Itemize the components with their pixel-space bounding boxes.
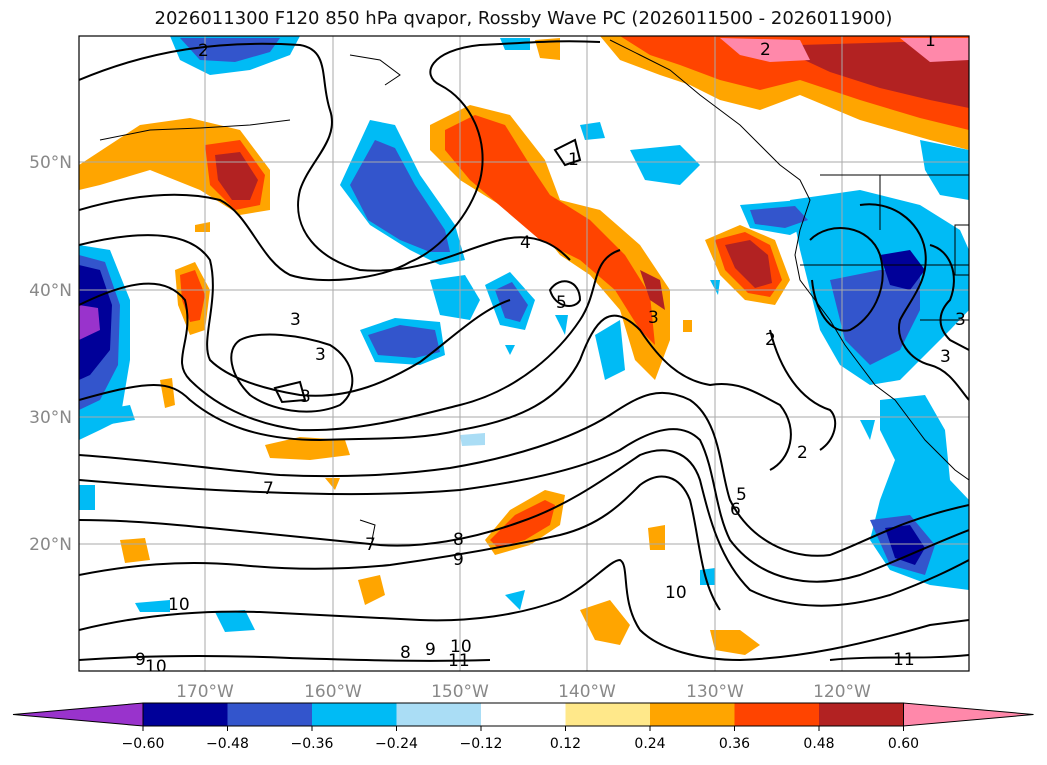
colorbar-segment [312, 703, 397, 726]
contour-label: 5 [556, 293, 567, 313]
contour-label: 2 [198, 41, 209, 61]
contour-labels: 2 1 2 1 4 3 3 3 5 3 2 2 3 7 6 5 7 8 9 10… [135, 31, 966, 677]
colorbar-segment [650, 703, 735, 726]
contour-label: 3 [290, 310, 301, 330]
contour-label: 7 [263, 479, 274, 499]
contour-label: 3 [315, 345, 326, 365]
lat-tick: 30°N [29, 408, 72, 428]
contour-label: 3 [300, 387, 311, 407]
colorbar-border [142, 702, 904, 727]
contour-label: 10 [665, 583, 687, 603]
map-plot-area: 2 1 2 1 4 3 3 3 5 3 2 2 3 7 6 5 7 8 9 10… [79, 31, 969, 677]
contour-label: 11 [448, 651, 470, 671]
lon-tick-labels: 170°W 160°W 150°W 140°W 130°W 120°W [176, 682, 871, 702]
contour-label: 9 [425, 640, 436, 660]
colorbar-tick-label: −0.60 [122, 736, 165, 752]
colorbar-extend-low [12, 702, 144, 727]
lon-tick: 170°W [176, 682, 234, 702]
contour-label: 1 [568, 150, 579, 170]
qvapor-contours [79, 40, 969, 662]
contour-label: 1 [925, 31, 936, 51]
colorbar-extend-high [903, 702, 1034, 727]
lat-tick: 20°N [29, 535, 72, 555]
contour-label: 10 [145, 657, 167, 677]
contour-label: 11 [893, 650, 915, 670]
contour-label: 8 [400, 643, 411, 663]
colorbar-segment [143, 703, 228, 726]
lon-tick: 130°W [686, 682, 744, 702]
lat-tick-labels: 50°N 40°N 30°N 20°N [29, 153, 72, 555]
lat-tick: 50°N [29, 153, 72, 173]
colorbar-segment [819, 703, 904, 726]
negative-anomaly-fill [79, 36, 969, 632]
colorbar-segment [481, 703, 566, 726]
lon-tick: 150°W [431, 682, 489, 702]
colorbar-tick-label: 0.48 [803, 736, 834, 752]
contour-label: 7 [365, 535, 376, 555]
coastlines [99, 39, 969, 541]
contour-label: 3 [648, 308, 659, 328]
colorbar-tick-label: −0.24 [375, 736, 418, 752]
contour-label: 9 [453, 550, 464, 570]
contour-label: 3 [955, 310, 966, 330]
colorbar-segment [396, 703, 482, 726]
contour-label: 2 [765, 330, 776, 350]
contour-label: 8 [453, 530, 464, 550]
map-border [78, 35, 970, 672]
colorbar-tick-label: 0.36 [719, 736, 750, 752]
contour-label: 6 [730, 500, 741, 520]
map-title: 2026011300 F120 850 hPa qvapor, Rossby W… [154, 8, 893, 29]
colorbar-tick-label: −0.36 [291, 736, 334, 752]
contour-label: 10 [450, 637, 472, 657]
colorbar-tick-label: −0.48 [206, 736, 249, 752]
colorbar: −0.60 −0.48 −0.36 −0.24 −0.12 0.12 0.24 0.36 0.4… [12, 702, 1034, 752]
lon-tick: 160°W [304, 682, 362, 702]
contour-label: 10 [168, 595, 190, 615]
lat-tick: 40°N [29, 281, 72, 301]
contour-label: 9 [135, 650, 146, 670]
lon-tick: 140°W [558, 682, 616, 702]
graticule [79, 36, 969, 671]
colorbar-segment [565, 703, 651, 726]
contour-label: 2 [797, 443, 808, 463]
contour-label: 5 [736, 485, 747, 505]
lon-tick: 120°W [813, 682, 871, 702]
colorbar-tick-label: 0.60 [888, 736, 919, 752]
colorbar-tick-label: 0.24 [634, 736, 665, 752]
colorbar-tick-label: 0.12 [550, 736, 581, 752]
contour-label: 2 [760, 40, 771, 60]
contour-label: 3 [940, 347, 951, 367]
contour-label: 4 [520, 233, 531, 253]
colorbar-tick-label: −0.12 [460, 736, 503, 752]
colorbar-segment [227, 703, 313, 726]
positive-anomaly-fill [79, 36, 969, 655]
colorbar-segment [734, 703, 820, 726]
